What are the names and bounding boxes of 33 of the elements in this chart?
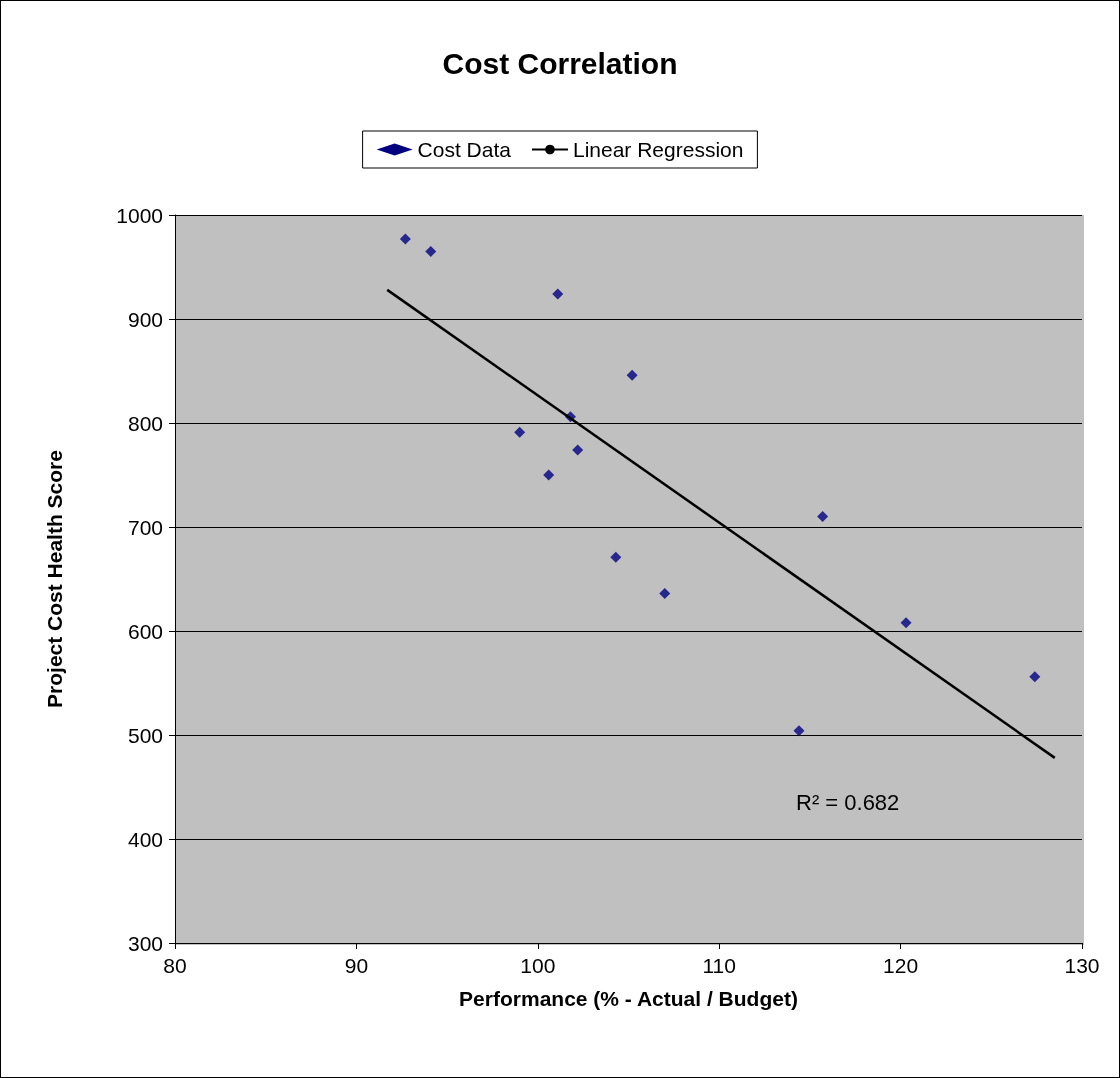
y-tick-label: 600	[127, 619, 163, 643]
y-tick-label: 800	[127, 411, 163, 435]
point	[626, 369, 638, 381]
x-tick-label: 120	[883, 954, 919, 977]
x-tick-label: 100	[520, 954, 556, 977]
y-tick-label: 400	[127, 827, 163, 851]
point	[425, 245, 437, 257]
y-tick-label: 1000	[116, 203, 163, 227]
y-tick-label: 300	[127, 931, 163, 955]
point	[543, 469, 555, 481]
y-tick-label: 700	[127, 515, 163, 539]
x-tick-label: 90	[344, 954, 369, 977]
legend-label: Cost Data	[417, 138, 512, 161]
point	[659, 588, 671, 600]
point	[399, 233, 411, 245]
chart-title: Cost Correlation	[442, 46, 678, 80]
legend-label: Linear Regression	[572, 138, 744, 161]
point	[552, 288, 564, 300]
x-tick-label: 80	[163, 954, 187, 977]
x-axis-title: Performance (% - Actual / Budget)	[459, 987, 798, 1010]
x-tick-label: 130	[1064, 954, 1100, 977]
point	[1029, 671, 1041, 683]
y-tick-label: 500	[127, 723, 163, 747]
x-tick-label: 110	[702, 954, 736, 977]
point	[793, 725, 805, 737]
y-tick-label: 900	[127, 307, 163, 331]
annotation: R² = 0.682	[796, 789, 900, 815]
point	[610, 551, 622, 563]
point	[514, 426, 526, 438]
point	[817, 511, 829, 523]
point	[572, 444, 584, 456]
y-axis-title: Project Cost Health Score	[43, 450, 66, 708]
point	[900, 617, 912, 629]
